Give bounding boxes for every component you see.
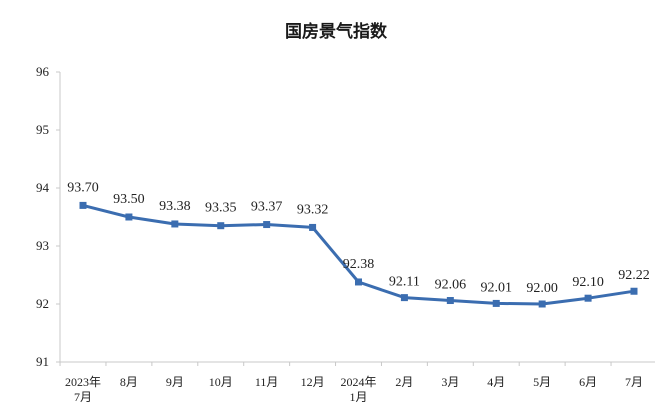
x-tick-label: 3月 bbox=[441, 375, 459, 389]
x-tick-label: 7月 bbox=[74, 390, 92, 404]
x-tick-label: 8月 bbox=[120, 375, 138, 389]
data-label: 93.37 bbox=[251, 200, 283, 215]
y-tick-label: 92 bbox=[36, 296, 49, 311]
data-label: 93.50 bbox=[113, 192, 145, 207]
data-point-marker bbox=[263, 221, 271, 229]
data-markers bbox=[79, 201, 638, 308]
x-tick-label: 11月 bbox=[255, 375, 279, 389]
data-point-marker bbox=[584, 294, 592, 302]
x-tick-label: 6月 bbox=[579, 375, 597, 389]
x-tick-label: 10月 bbox=[209, 375, 233, 389]
chart-title: 国房景气指数 bbox=[285, 21, 388, 42]
data-point-marker bbox=[355, 278, 362, 286]
data-label: 93.32 bbox=[297, 202, 329, 217]
data-point-marker bbox=[492, 299, 500, 307]
x-tick-label: 12月 bbox=[301, 375, 325, 389]
data-point-marker bbox=[538, 300, 546, 308]
y-tick-label: 96 bbox=[36, 64, 50, 79]
data-label: 92.22 bbox=[618, 268, 650, 283]
y-tick-label: 93 bbox=[36, 238, 49, 253]
axes bbox=[56, 71, 655, 366]
y-tick-label: 94 bbox=[36, 180, 50, 195]
data-label: 93.38 bbox=[159, 199, 191, 214]
data-label: 92.10 bbox=[572, 275, 604, 290]
data-label: 92.06 bbox=[435, 278, 467, 293]
data-point-marker bbox=[400, 294, 408, 302]
data-point-marker bbox=[446, 297, 454, 305]
data-point-marker bbox=[630, 287, 638, 295]
x-tick-label: 2024年 bbox=[340, 375, 376, 389]
x-tick-label: 5月 bbox=[533, 375, 551, 389]
data-label: 92.01 bbox=[481, 280, 513, 295]
data-label: 93.35 bbox=[205, 201, 237, 216]
y-tick-labels: 91 92 93 94 95 96 bbox=[36, 64, 50, 369]
data-label: 92.11 bbox=[389, 275, 420, 290]
x-tick-label: 9月 bbox=[166, 375, 184, 389]
data-point-marker bbox=[217, 222, 225, 230]
y-tick-label: 95 bbox=[36, 122, 49, 137]
data-label: 92.00 bbox=[526, 281, 558, 296]
x-tick-label: 4月 bbox=[487, 375, 505, 389]
data-point-marker bbox=[171, 220, 179, 228]
data-label: 93.70 bbox=[67, 180, 99, 195]
x-tick-label: 2023年 bbox=[65, 375, 101, 389]
data-point-marker bbox=[309, 223, 317, 231]
data-point-marker bbox=[79, 201, 87, 209]
y-tick-label: 91 bbox=[36, 354, 49, 369]
data-labels: 93.70 93.50 93.38 93.35 93.37 93.32 92.38 92.11… bbox=[67, 180, 650, 296]
x-tick-label: 1月 bbox=[349, 390, 367, 404]
x-tick-label: 2月 bbox=[395, 375, 413, 389]
data-point-marker bbox=[125, 213, 133, 221]
x-tick-label: 7月 bbox=[625, 375, 643, 389]
data-label: 92.38 bbox=[343, 257, 375, 272]
